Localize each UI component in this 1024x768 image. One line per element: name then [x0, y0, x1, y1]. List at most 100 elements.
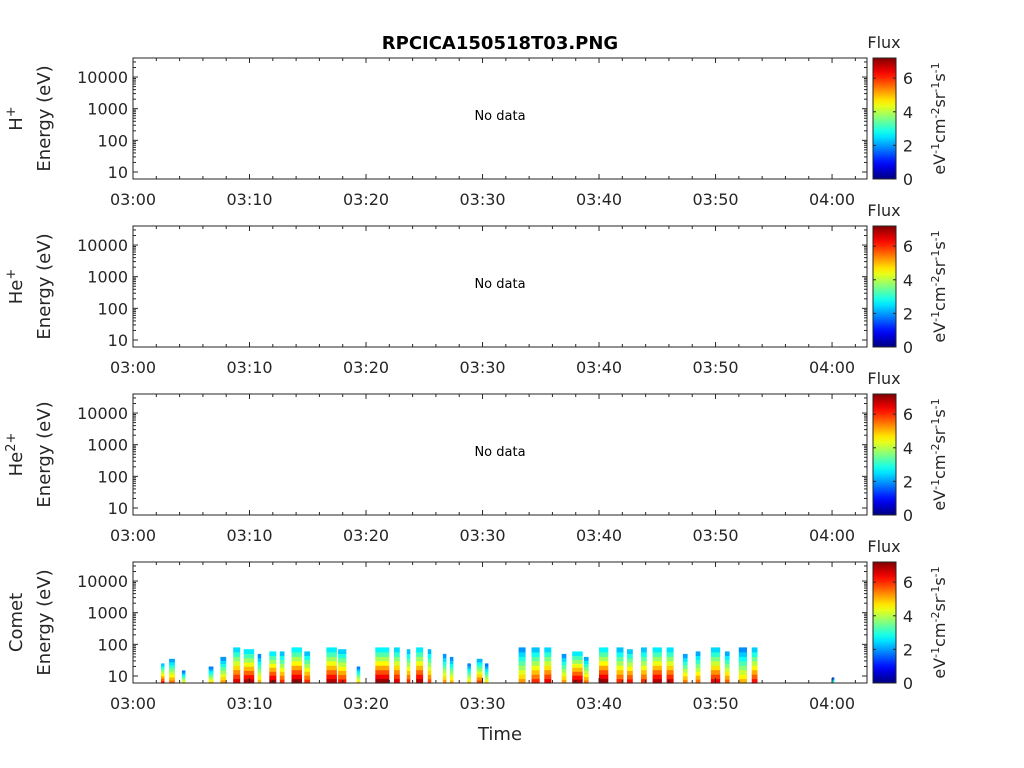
flux-cell [375, 665, 390, 671]
flux-cell [208, 668, 214, 672]
flux-cell [666, 665, 674, 671]
flux-cell [616, 678, 624, 684]
species-label: Comet [6, 593, 27, 652]
flux-cell [738, 651, 747, 657]
flux-cell [738, 669, 747, 675]
colorbar-tick-label: 6 [903, 405, 913, 424]
x-tick-label: 03:30 [459, 358, 505, 377]
flux-cell [641, 678, 647, 684]
flux-cell [169, 667, 175, 672]
flux-cell [427, 649, 432, 654]
flux-cell [751, 669, 758, 675]
flux-cell [599, 669, 609, 675]
colorbar-unit-part: -2 [929, 276, 942, 287]
flux-cell [356, 672, 361, 676]
panel-2: 10 100 1000 10000 03:00 03:10 03:20 03:30 03:40 0… [4, 201, 950, 377]
flux-cell [161, 675, 165, 679]
flux-cell [710, 669, 721, 675]
flux-cell [682, 672, 688, 677]
flux-cell [269, 667, 277, 672]
flux-cell [416, 651, 424, 657]
flux-cell [181, 670, 186, 673]
flux-cell [257, 664, 262, 669]
flux-cell [169, 673, 175, 678]
flux-cell [531, 674, 540, 680]
colorbar [873, 562, 896, 683]
x-tick-label: 03:10 [226, 190, 272, 209]
no-data-text: No data [474, 445, 525, 460]
flux-cell [291, 656, 302, 662]
flux-cell [544, 656, 552, 662]
colorbar-tick-label: 6 [903, 69, 913, 88]
flux-cell [220, 679, 227, 684]
colorbar-tick-label: 4 [903, 103, 913, 122]
colorbar-unit-part: -2 [929, 612, 942, 623]
flux-cell [572, 679, 583, 684]
flux-cell [269, 671, 277, 676]
flux-cell [449, 660, 454, 665]
y-tick-label: 100 [97, 467, 128, 486]
colorbar-unit-part: -1 [929, 398, 942, 409]
colorbar-tick-label: 6 [903, 573, 913, 592]
flux-cell [738, 665, 747, 671]
flux-cell [442, 664, 447, 669]
flux-cell [169, 676, 175, 681]
flux-cell [416, 674, 424, 680]
panel-1: 10 100 1000 10000 03:00 03:10 03:20 03:30 03:40 0… [4, 33, 950, 209]
flux-cell [682, 661, 688, 666]
flux-cell [484, 670, 489, 674]
flux-cell [326, 651, 337, 657]
colorbar-unit-part: -1 [929, 566, 942, 577]
colorbar-title: Flux [867, 537, 900, 556]
flux-cell [599, 678, 609, 684]
y-tick-label: 1000 [87, 100, 128, 119]
flux-cell [243, 674, 255, 680]
flux-cell [682, 668, 688, 673]
y-tick-label: 10 [108, 163, 128, 182]
species-charge: + [4, 269, 19, 280]
flux-cell [751, 678, 758, 684]
flux-cell [724, 655, 730, 660]
x-tick-label: 03:50 [692, 526, 738, 545]
flux-cell [279, 655, 285, 660]
flux-cell [394, 674, 400, 680]
flux-cell [243, 666, 255, 671]
colorbar-tick-label: 4 [903, 439, 913, 458]
chart-title: RPCICA150518T03.PNG [382, 33, 618, 54]
flux-cell [666, 669, 674, 675]
flux-cell [233, 647, 241, 653]
flux-cell [208, 670, 214, 674]
colorbar-tick-label: 2 [903, 304, 913, 323]
flux-cell [583, 660, 589, 665]
flux-cell [666, 678, 674, 684]
flux-cell [304, 671, 311, 676]
flux-cell [257, 672, 262, 677]
flux-cell [467, 670, 471, 674]
flux-cell [233, 669, 241, 675]
x-tick-label: 03:00 [110, 526, 156, 545]
colorbar-tick-label: 4 [903, 607, 913, 626]
flux-cell [695, 675, 701, 680]
colorbar-tick-label: 4 [903, 271, 913, 290]
flux-cell [243, 649, 255, 654]
flux-cell [738, 647, 747, 653]
flux-cell [484, 663, 489, 667]
flux-cell [169, 664, 175, 669]
flux-cell [695, 655, 701, 660]
flux-cell [572, 655, 583, 660]
flux-cell [641, 651, 647, 657]
colorbar-tick-label: 0 [903, 506, 913, 525]
colorbar-unit-part: sr [930, 596, 949, 611]
flux-cell [233, 674, 241, 680]
x-axis-label: Time [477, 724, 522, 745]
flux-cell [641, 647, 647, 653]
flux-cell [583, 679, 589, 684]
flux-cell [406, 653, 411, 659]
x-tick-label: 04:00 [809, 190, 855, 209]
flux-cell [666, 660, 674, 666]
flux-cell [394, 660, 400, 666]
flux-cell [169, 680, 175, 684]
flux-cell [269, 655, 277, 660]
y-tick-label: 10 [108, 667, 128, 686]
flux-cell [304, 659, 311, 664]
